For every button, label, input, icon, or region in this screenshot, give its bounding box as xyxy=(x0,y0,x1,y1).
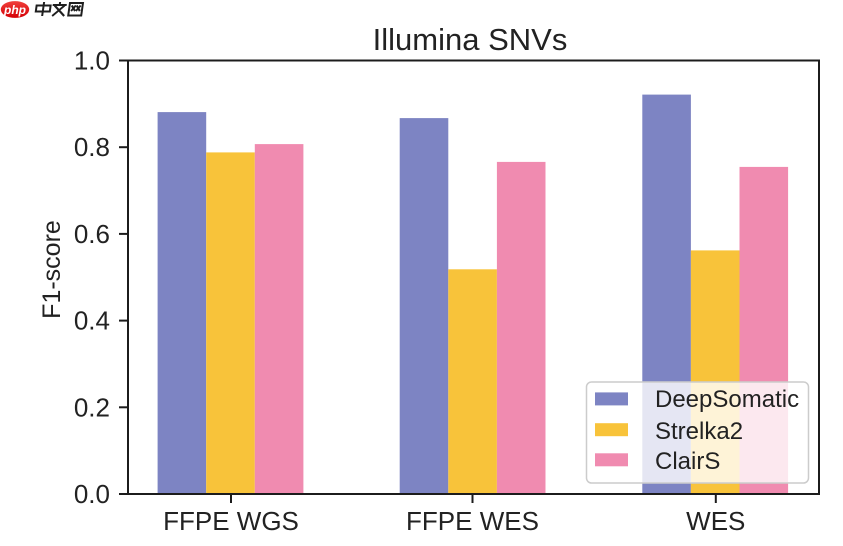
svg-text:0.4: 0.4 xyxy=(74,306,110,336)
svg-text:DeepSomatic: DeepSomatic xyxy=(655,386,799,413)
svg-text:php: php xyxy=(3,3,26,17)
svg-text:1.0: 1.0 xyxy=(74,46,110,76)
svg-text:Strelka2: Strelka2 xyxy=(655,418,743,445)
svg-text:FFPE WES: FFPE WES xyxy=(406,506,539,536)
svg-text:0.0: 0.0 xyxy=(74,479,110,509)
svg-text:Illumina SNVs: Illumina SNVs xyxy=(373,22,568,57)
svg-text:WES: WES xyxy=(686,506,745,536)
svg-text:0.6: 0.6 xyxy=(74,219,110,249)
svg-text:FFPE WGS: FFPE WGS xyxy=(163,506,299,536)
svg-text:0.8: 0.8 xyxy=(74,132,110,162)
svg-text:ClairS: ClairS xyxy=(655,448,720,475)
svg-text:F1-score: F1-score xyxy=(38,220,66,319)
svg-text:0.2: 0.2 xyxy=(74,392,110,422)
